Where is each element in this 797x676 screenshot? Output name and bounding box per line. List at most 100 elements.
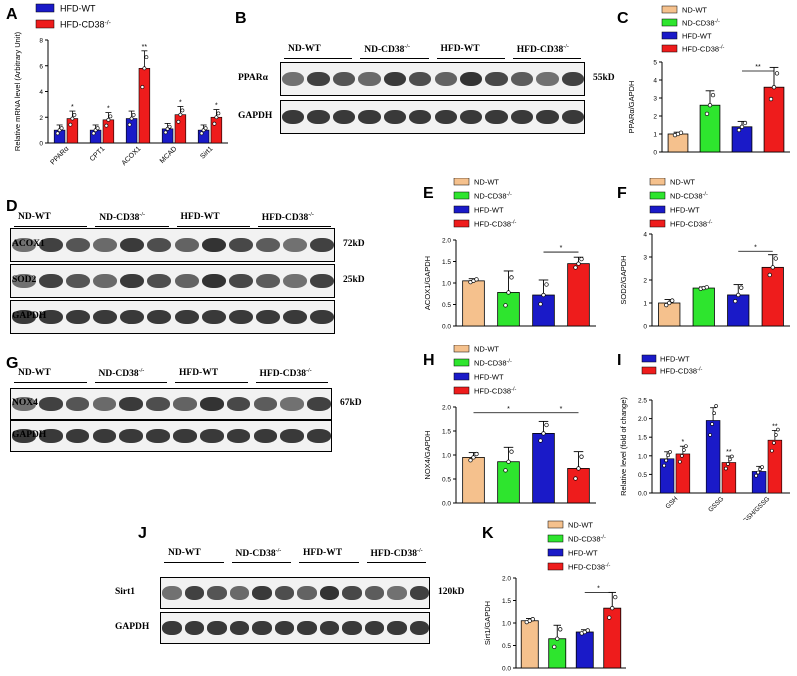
row-label: GAPDH (12, 311, 47, 321)
y-tick-label: 0.0 (638, 491, 647, 498)
legend-label: HFD-WT (660, 355, 690, 364)
data-point (91, 131, 96, 136)
data-point (678, 459, 682, 464)
legend-swatch (547, 534, 564, 543)
legend-label: ND-WT (474, 178, 499, 187)
y-tick-label: 6 (39, 63, 43, 70)
data-point (68, 122, 73, 127)
data-point (144, 55, 149, 60)
protein-band (409, 620, 429, 636)
significance-mark: * (682, 439, 685, 446)
protein-band (119, 396, 144, 412)
chart-a: 0 2 4 6 8 Relative mRNA level (Arbitrary Unit… (13, 4, 228, 167)
legend-swatch (661, 31, 678, 40)
bar (520, 620, 539, 669)
data-point (670, 298, 675, 303)
legend-label: ND-CD38-/- (474, 192, 512, 201)
data-point (710, 92, 716, 98)
bar (567, 468, 590, 504)
significance-mark: * (754, 244, 757, 251)
bar (692, 287, 715, 327)
data-point (216, 111, 221, 116)
molecular-weight: 25kD (343, 275, 365, 285)
protein-band (485, 109, 508, 125)
significance-mark: ** (726, 449, 732, 456)
data-point (541, 292, 546, 298)
data-point (774, 433, 778, 437)
y-tick-label: 0.5 (502, 643, 511, 650)
protein-band (536, 71, 559, 87)
bar (66, 118, 79, 144)
protein-band (66, 273, 91, 289)
row-label: GAPDH (238, 111, 273, 121)
legend-swatch (35, 19, 55, 29)
protein-band (255, 237, 280, 253)
protein-band (66, 309, 91, 325)
protein-band (146, 428, 170, 444)
data-point (573, 476, 578, 481)
lane-underline (284, 58, 353, 59)
protein-band (65, 396, 90, 412)
legend-label: HFD-WT (682, 32, 712, 41)
protein-band (387, 620, 407, 636)
bar (210, 116, 223, 144)
data-point (754, 473, 758, 478)
legend-label: HFD-CD38-/- (682, 45, 725, 54)
protein-band (184, 585, 204, 601)
protein-band (510, 71, 534, 87)
lane-underline (14, 226, 88, 227)
lane-label: HFD-CD38-/- (370, 548, 423, 560)
protein-band (201, 237, 226, 253)
protein-band (199, 428, 224, 444)
data-point (142, 66, 147, 71)
data-point (770, 265, 775, 270)
lane-label: HFD-CD38-/- (261, 212, 314, 224)
chart-i: 0.0 0.5 1.0 1.5 2.0 2.5 Relative level (fold o… (619, 355, 790, 520)
lane-underline (231, 562, 291, 563)
data-point (163, 130, 168, 135)
bar (658, 302, 681, 327)
data-point (607, 615, 612, 620)
data-point (506, 290, 511, 295)
bar (161, 128, 174, 144)
legend-label: HFD-CD38-/- (474, 387, 517, 396)
data-point (585, 628, 590, 633)
protein-band (510, 109, 534, 125)
y-tick-label: 1.0 (442, 281, 451, 288)
lane-label: HFD-CD38-/- (516, 44, 569, 56)
x-tick-label: GSH (664, 495, 679, 510)
row-label: SOD2 (12, 275, 37, 285)
bar (767, 439, 783, 494)
legend-swatch (649, 178, 666, 186)
legend-label: HFD-WT (474, 206, 504, 215)
protein-band (228, 237, 253, 253)
protein-band (561, 71, 584, 87)
protein-band (39, 273, 64, 289)
data-point (704, 111, 710, 116)
legend-label: HFD-CD38-/- (474, 220, 517, 229)
blot-strip (160, 612, 430, 644)
legend-label: HFD-WT (474, 373, 504, 382)
significance-mark: * (179, 99, 182, 106)
protein-band (92, 428, 117, 444)
data-point (573, 265, 578, 270)
protein-band (332, 109, 356, 125)
legend-label: HFD-CD38-/- (670, 220, 713, 229)
protein-band (307, 71, 330, 87)
lane-underline (360, 58, 429, 59)
lane-label: HFD-WT (303, 548, 343, 558)
y-tick-label: 8 (39, 38, 43, 45)
protein-band (536, 109, 559, 125)
data-point (538, 301, 543, 307)
protein-band (364, 620, 384, 636)
protein-band (120, 237, 145, 253)
significance-mark: * (215, 103, 218, 110)
legend-swatch (649, 219, 666, 228)
data-point (468, 458, 473, 463)
lane-label: ND-CD38-/- (364, 44, 411, 56)
protein-band (229, 585, 249, 601)
bar (761, 266, 784, 327)
y-tick-label: 2 (643, 278, 647, 285)
y-tick-label: 1.5 (638, 435, 647, 442)
data-point (72, 112, 77, 117)
